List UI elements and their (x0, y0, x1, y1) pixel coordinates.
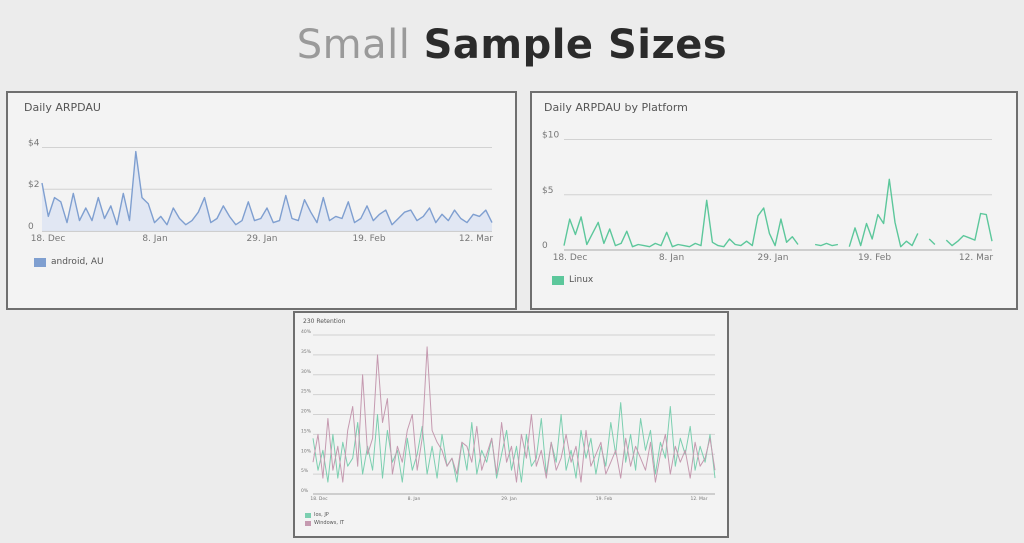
y-tick-label: 40% (301, 329, 312, 335)
legend-swatch (34, 257, 46, 267)
y-tick-label: 35% (301, 349, 312, 355)
x-tick-label: 18. Dec (31, 234, 66, 244)
legend-label: Windows, IT (314, 520, 345, 526)
y-tick-label: $2 (28, 180, 39, 190)
series-line-0 (814, 242, 839, 247)
y-tick-label: $10 (542, 131, 559, 141)
slide-title: Small Sample Sizes (0, 22, 1024, 68)
chart-daily-arpdau: 0 $2 $4 18. Dec 8. Jan 29. Jan 19. Feb 12. Mar (28, 138, 493, 244)
y-tick-label: 30% (301, 369, 312, 375)
chart-legend-1: Ios, JP (305, 512, 329, 518)
y-tick-label: $5 (542, 186, 553, 196)
x-tick-label: 8. Jan (659, 253, 684, 263)
y-tick-label: 5% (301, 468, 309, 474)
x-tick-label: 29. Jan (246, 234, 277, 244)
series-line-0 (563, 199, 799, 248)
chart-retention: 0% 5% 10% 15% 20% 25% 30% 35% 40% 18. Dec 8. Jan 29… (301, 329, 716, 502)
legend-swatch (305, 512, 311, 518)
y-tick-label: 20% (301, 409, 312, 415)
x-tick-label: 12. Mar (690, 496, 707, 502)
y-tick-label: 10% (301, 448, 312, 454)
slide-title-light: Small (296, 22, 411, 68)
series-area-0 (42, 151, 492, 231)
legend-label: android, AU (51, 257, 104, 267)
chart-title: Daily ARPDAU by Platform (544, 101, 688, 114)
series-line-0 (928, 238, 936, 246)
series-line-0 (945, 212, 993, 247)
y-tick-label: 25% (301, 389, 312, 395)
series-line-0 (848, 178, 919, 248)
y-tick-label: $4 (28, 138, 40, 148)
series-line-0 (41, 150, 493, 226)
chart-legend-2: Windows, IT (305, 520, 344, 526)
x-tick-label: 19. Feb (858, 253, 891, 263)
y-tick-label: 0 (28, 222, 34, 232)
x-tick-label: 29. Jan (757, 253, 788, 263)
chart-title: Daily ARPDAU (24, 101, 101, 114)
x-tick-label: 19. Feb (596, 496, 613, 502)
series-line-1 (312, 346, 716, 483)
x-tick-label: 18. Dec (553, 253, 588, 263)
x-tick-label: 18. Dec (310, 496, 328, 502)
x-tick-label: 12. Mar (459, 234, 493, 244)
x-tick-label: 8. Jan (142, 234, 167, 244)
chart-title: 230 Retention (303, 318, 346, 325)
x-tick-label: 8. Jan (408, 496, 421, 502)
chart-legend: Linux (552, 275, 593, 285)
series-line-0 (312, 402, 716, 483)
x-tick-label: 12. Mar (959, 253, 993, 263)
chart-legend: android, AU (34, 257, 104, 267)
slide-title-bold: Sample Sizes (423, 22, 728, 68)
y-tick-label: 0% (301, 488, 309, 494)
legend-label: Ios, JP (314, 512, 329, 518)
y-tick-label: 0 (542, 241, 548, 251)
chart-panel-retention: 0% 5% 10% 15% 20% 25% 30% 35% 40% 18. Dec 8. Jan 29… (293, 311, 729, 538)
legend-label: Linux (569, 275, 594, 285)
legend-swatch (305, 520, 311, 526)
chart-arpdau-by-platform: 0 $5 $10 18. Dec 8. Jan 29. Jan 19. Feb 12. Mar (542, 131, 993, 263)
x-tick-label: 29. Jan (501, 496, 517, 502)
chart-panel-arpdau-by-platform: 0 $5 $10 18. Dec 8. Jan 29. Jan 19. Feb 12. Mar… (530, 91, 1018, 310)
chart-panel-daily-arpdau: 0 $2 $4 18. Dec 8. Jan 29. Jan 19. Feb 12. Mar … (6, 91, 517, 310)
legend-swatch (552, 275, 564, 285)
y-tick-label: 15% (301, 428, 312, 434)
x-tick-label: 19. Feb (352, 234, 385, 244)
